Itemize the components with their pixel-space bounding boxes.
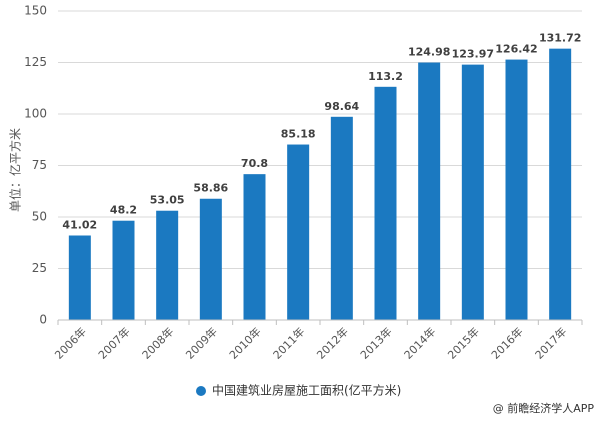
- bar: [243, 174, 266, 320]
- bar: [374, 86, 397, 320]
- data-label: 48.2: [110, 204, 137, 217]
- y-tick-label: 150: [24, 4, 47, 18]
- x-tick-label: 2011年: [270, 324, 307, 361]
- y-tick-label: 50: [32, 210, 47, 224]
- data-label: 123.97: [452, 48, 494, 61]
- bar: [461, 64, 484, 321]
- data-label: 53.05: [150, 194, 185, 207]
- data-label: 113.2: [368, 70, 403, 83]
- x-axis-ticks: 2006年 2007年 2008年 2009年 2010年 2011年 2012年 2013年…: [52, 320, 583, 362]
- y-tick-label: 75: [32, 158, 47, 172]
- data-label: 126.42: [495, 43, 537, 56]
- data-label: 41.02: [62, 218, 97, 231]
- y-tick-label: 0: [39, 313, 47, 327]
- x-tick-label: 2006年: [52, 324, 89, 361]
- data-label: 98.64: [324, 100, 359, 113]
- bar: [112, 220, 135, 320]
- source-text: @ 前瞻经济学人APP: [493, 401, 595, 415]
- y-axis-ticks: 0 25 50 75 100 125 150: [24, 4, 47, 327]
- data-labels: 41.02 48.2 53.05 58.86 70.8 85.18 98.64 113.2 12…: [62, 32, 581, 232]
- x-tick-label: 2009年: [183, 324, 220, 361]
- legend-marker: [196, 386, 206, 396]
- bars: [68, 48, 572, 321]
- x-tick-label: 2008年: [139, 324, 176, 361]
- legend-label: 中国建筑业房屋施工面积(亿平方米): [212, 383, 401, 398]
- data-label: 124.98: [408, 46, 450, 59]
- x-tick-label: 2007年: [95, 324, 132, 361]
- bar: [287, 144, 310, 320]
- x-tick-label: 2012年: [314, 324, 351, 361]
- bar: [549, 48, 572, 320]
- x-tick-label: 2014年: [401, 324, 438, 361]
- data-label: 85.18: [281, 128, 316, 141]
- data-label: 70.8: [241, 157, 268, 170]
- y-tick-label: 125: [24, 55, 47, 69]
- bar: [199, 198, 222, 320]
- x-tick-label: 2015年: [445, 324, 482, 361]
- legend: 中国建筑业房屋施工面积(亿平方米): [196, 383, 401, 398]
- gridlines: [58, 10, 582, 269]
- y-axis-label: 单位：亿平方米: [8, 128, 23, 212]
- y-tick-label: 25: [32, 261, 47, 275]
- bar: [505, 59, 528, 320]
- x-tick-label: 2016年: [488, 324, 525, 361]
- bar: [156, 210, 179, 320]
- source-attribution: @ 前瞻经济学人APP: [493, 401, 595, 415]
- data-label: 131.72: [539, 32, 581, 45]
- x-tick-label: 2017年: [532, 324, 569, 361]
- bar: [418, 62, 441, 320]
- bar: [68, 235, 91, 320]
- x-tick-label: 2013年: [357, 324, 394, 361]
- data-label: 58.86: [193, 182, 228, 195]
- x-tick-label: 2010年: [226, 324, 263, 361]
- bar: [330, 116, 353, 320]
- y-tick-label: 100: [24, 107, 47, 121]
